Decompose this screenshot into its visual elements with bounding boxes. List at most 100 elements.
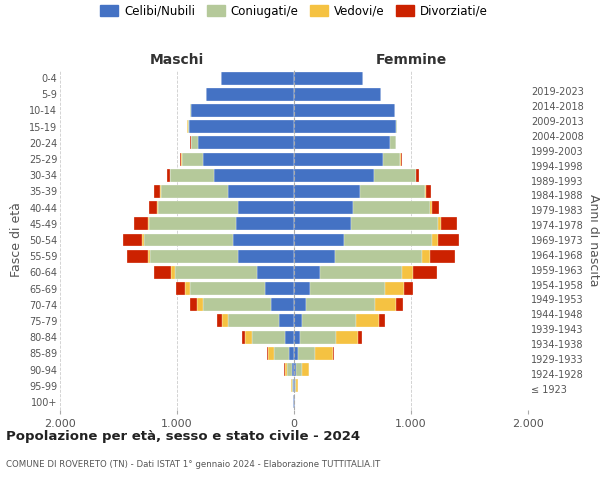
Bar (294, 185, 359, 198)
Bar (374, 169, 416, 181)
Bar (294, 250, 335, 262)
Bar (191, 104, 294, 117)
Bar (203, 152, 294, 166)
Bar (296, 379, 298, 392)
Bar (390, 136, 396, 149)
Bar (142, 234, 144, 246)
Bar (438, 234, 459, 246)
Bar (296, 363, 302, 376)
Text: Popolazione per età, sesso e stato civile - 2024: Popolazione per età, sesso e stato civil… (6, 430, 360, 443)
Bar (294, 169, 374, 181)
Bar (401, 152, 402, 166)
Bar (356, 314, 379, 328)
Bar (430, 250, 455, 262)
Bar (161, 185, 229, 198)
Bar (284, 330, 294, 344)
Bar (266, 347, 268, 360)
Bar (271, 298, 294, 311)
Bar (379, 314, 385, 328)
Bar (302, 314, 356, 328)
Bar (167, 169, 170, 181)
Bar (294, 218, 352, 230)
Bar (157, 201, 158, 214)
Bar (310, 282, 385, 295)
Bar (353, 201, 430, 214)
Bar (358, 330, 362, 344)
Bar (432, 201, 439, 214)
Bar (287, 363, 292, 376)
Y-axis label: Anni di nascita: Anni di nascita (587, 194, 600, 286)
Bar (385, 282, 404, 295)
Bar (171, 266, 175, 279)
Bar (298, 347, 315, 360)
Y-axis label: Fasce di età: Fasce di età (10, 202, 23, 278)
Bar (149, 201, 157, 214)
Bar (438, 218, 442, 230)
Bar (352, 218, 438, 230)
Bar (294, 330, 300, 344)
Bar (127, 250, 148, 262)
Bar (294, 201, 353, 214)
Bar (274, 347, 289, 360)
Text: Maschi: Maschi (150, 53, 204, 67)
Bar (302, 363, 308, 376)
Bar (122, 234, 142, 246)
Bar (320, 266, 401, 279)
Bar (190, 282, 265, 295)
Bar (294, 152, 383, 166)
Bar (252, 330, 284, 344)
Bar (396, 298, 403, 311)
Bar (190, 298, 197, 311)
Bar (292, 379, 293, 392)
Bar (284, 363, 287, 376)
Bar (198, 136, 294, 149)
Bar (413, 266, 437, 279)
Bar (293, 379, 294, 392)
Bar (150, 250, 238, 262)
Bar (238, 201, 294, 214)
Bar (430, 201, 432, 214)
Bar (180, 152, 181, 166)
Bar (416, 169, 419, 181)
Bar (294, 136, 390, 149)
Bar (300, 330, 336, 344)
Bar (425, 185, 426, 198)
Bar (154, 266, 171, 279)
Bar (294, 72, 363, 85)
Bar (344, 234, 432, 246)
Bar (158, 201, 238, 214)
Bar (401, 266, 413, 279)
Bar (294, 120, 396, 133)
Bar (182, 152, 203, 166)
Text: COMUNE DI ROVERETO (TN) - Dati ISTAT 1° gennaio 2024 - Elaborazione TUTTITALIA.I: COMUNE DI ROVERETO (TN) - Dati ISTAT 1° … (6, 460, 380, 469)
Bar (148, 218, 149, 230)
Bar (203, 298, 271, 311)
Bar (404, 282, 413, 295)
Bar (432, 234, 438, 246)
Bar (359, 185, 425, 198)
Bar (214, 169, 294, 181)
Bar (306, 298, 375, 311)
Bar (294, 298, 306, 311)
Bar (265, 282, 294, 295)
Bar (144, 234, 233, 246)
Bar (426, 185, 431, 198)
Bar (235, 218, 294, 230)
Bar (197, 298, 203, 311)
Bar (229, 314, 279, 328)
Bar (294, 282, 310, 295)
Bar (294, 379, 295, 392)
Bar (170, 169, 214, 181)
Bar (257, 266, 294, 279)
Legend: Celibi/Nubili, Coniugati/e, Vedovi/e, Divorziati/e: Celibi/Nubili, Coniugati/e, Vedovi/e, Di… (97, 1, 491, 21)
Bar (294, 104, 395, 117)
Bar (279, 314, 294, 328)
Bar (442, 218, 457, 230)
Bar (221, 72, 294, 85)
Text: Femmine: Femmine (376, 53, 446, 67)
Bar (176, 282, 185, 295)
Bar (154, 185, 160, 198)
Bar (332, 347, 334, 360)
Bar (292, 363, 294, 376)
Bar (191, 136, 198, 149)
